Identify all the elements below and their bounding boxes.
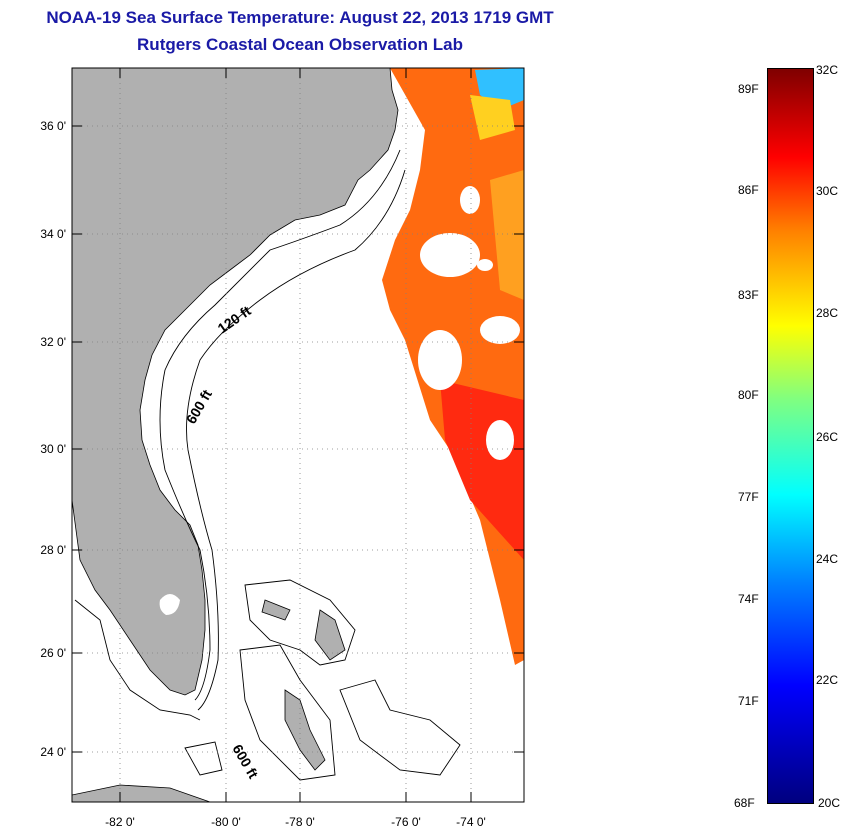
lat-label: 30 0' <box>40 442 66 456</box>
colorbar-c-label: 22C <box>816 673 839 687</box>
lon-label: -82 0' <box>105 815 135 829</box>
map-frame <box>71 67 525 803</box>
colorbar-c-label: 20C <box>818 796 841 810</box>
land-cuba <box>72 784 211 802</box>
land-east-coast <box>72 68 399 696</box>
lon-label: -78 0' <box>285 815 315 829</box>
temperature-colorbar <box>767 68 814 804</box>
colorbar-f-label: 68F <box>734 796 755 810</box>
lat-label: 26 0' <box>40 646 66 660</box>
lat-label: 28 0' <box>40 543 66 557</box>
land-bahamas <box>261 599 291 621</box>
colorbar-f-label: 71F <box>738 694 759 708</box>
contour-120ft <box>159 149 401 701</box>
colorbar-c-label: 30C <box>816 184 839 198</box>
sst-yellow-patch <box>470 95 515 140</box>
contour-bahamas <box>239 644 336 781</box>
cloud-gap <box>477 259 493 271</box>
map-subtitle: Rutgers Coastal Ocean Observation Lab <box>137 35 463 54</box>
lake-okeechobee <box>159 594 180 615</box>
contour-cuba-shelf <box>184 741 223 776</box>
colorbar-c-label: 32C <box>816 63 839 77</box>
colorbar-c-label: 26C <box>816 430 839 444</box>
colorbar-f-label: 74F <box>738 592 759 606</box>
colorbar-f-label: 83F <box>738 288 759 302</box>
contour-bahamas <box>339 679 461 776</box>
map-title: NOAA-19 Sea Surface Temperature: August … <box>46 8 554 27</box>
land-bahamas <box>314 609 346 661</box>
contour-600ft <box>186 169 406 711</box>
colorbar-f-label: 89F <box>738 82 759 96</box>
cloud-gap <box>420 233 480 277</box>
cloud-gap <box>486 420 514 460</box>
lat-label: 24 0' <box>40 745 66 759</box>
lon-label: -76 0' <box>391 815 421 829</box>
colorbar-c-label: 24C <box>816 552 839 566</box>
land-bahamas <box>284 689 326 771</box>
cloud-gap <box>418 330 462 390</box>
lat-label: 34 0' <box>40 227 66 241</box>
colorbar-f-label: 77F <box>738 490 759 504</box>
lat-label: 36 0' <box>40 119 66 133</box>
lat-label: 32 0' <box>40 335 66 349</box>
colorbar-f-label: 80F <box>738 388 759 402</box>
lon-label: -74 0' <box>456 815 486 829</box>
cloud-gap <box>480 316 520 344</box>
contour-bahamas <box>244 579 356 666</box>
colorbar-f-label: 86F <box>738 183 759 197</box>
lon-label: -80 0' <box>211 815 241 829</box>
sst-orange-patch <box>490 170 524 300</box>
contour-florida-keys <box>74 599 201 721</box>
axis-ticks <box>72 68 524 802</box>
cloud-gap <box>460 186 480 214</box>
colorbar-c-label: 28C <box>816 306 839 320</box>
graticule <box>72 68 524 802</box>
